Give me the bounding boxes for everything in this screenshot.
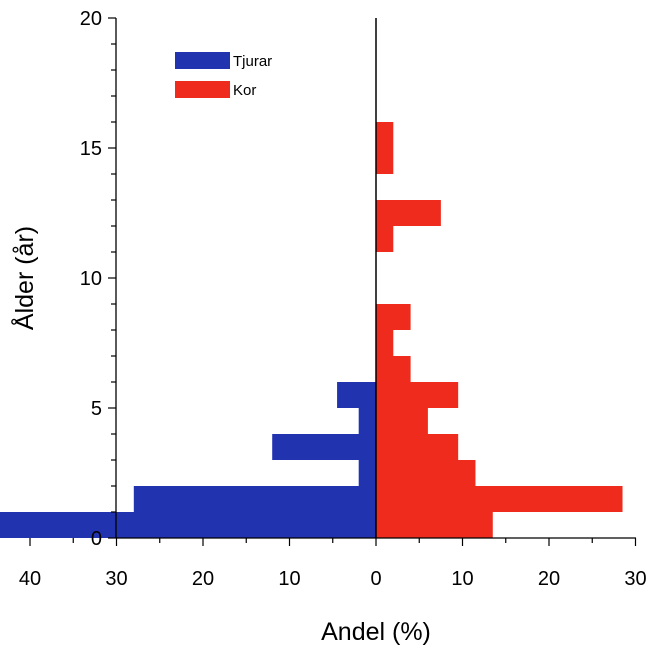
y-axis: 0 5 10 15 20 (80, 8, 117, 550)
x-tick-label-right-2: 20 (538, 568, 560, 590)
kor-bar-age-3 (376, 434, 459, 460)
x-tick-label-left-3: 30 (105, 568, 127, 590)
tjurar-bars (0, 382, 376, 538)
kor-bar-age-4 (376, 408, 428, 434)
kor-bar-age-1 (376, 486, 623, 512)
y-tick-label-5: 5 (91, 398, 102, 420)
tjurar-bar-age-5 (337, 382, 376, 408)
kor-bar-age-11 (376, 226, 394, 252)
kor-bar-age-0 (376, 512, 493, 538)
kor-bar-age-5 (376, 382, 459, 408)
tjurar-bar-age-3 (272, 434, 376, 460)
kor-bar-age-6 (376, 356, 411, 382)
x-tick-label-left-4: 20 (192, 568, 214, 590)
legend-swatch-tjurar (175, 52, 230, 69)
kor-bars (376, 122, 623, 538)
kor-bar-age-2 (376, 460, 476, 486)
kor-bar-age-14 (376, 148, 394, 174)
x-tick-label-right-1: 10 (451, 568, 473, 590)
legend-swatch-kor (175, 81, 230, 98)
x-tick-label-left-2: 40 (19, 568, 41, 590)
legend-label-kor: Kor (233, 82, 256, 99)
kor-bar-age-12 (376, 200, 441, 226)
x-axis: %504030201001020304050% (19, 537, 647, 590)
x-tick-label-left-6: 0 (370, 568, 381, 590)
y-tick-label-20: 20 (80, 8, 102, 30)
legend-label-tjurar: Tjurar (233, 53, 272, 70)
legend: Tjurar Kor (175, 52, 272, 99)
y-tick-label-10: 10 (80, 268, 102, 290)
tjurar-bar-age-2 (358, 460, 376, 486)
tjurar-bar-age-1 (133, 486, 376, 512)
x-axis-title: Andel (%) (321, 618, 431, 646)
y-tick-label-15: 15 (80, 138, 102, 160)
y-axis-title: Ålder (år) (9, 226, 39, 330)
kor-bar-age-7 (376, 330, 394, 356)
x-tick-label-left-5: 10 (278, 568, 300, 590)
x-tick-label-right-3: 30 (624, 568, 646, 590)
kor-bar-age-15 (376, 122, 394, 148)
kor-bar-age-8 (376, 304, 411, 330)
tjurar-bar-age-0 (0, 512, 376, 538)
tjurar-bar-age-4 (358, 408, 376, 434)
y-tick-label-0: 0 (91, 528, 102, 550)
